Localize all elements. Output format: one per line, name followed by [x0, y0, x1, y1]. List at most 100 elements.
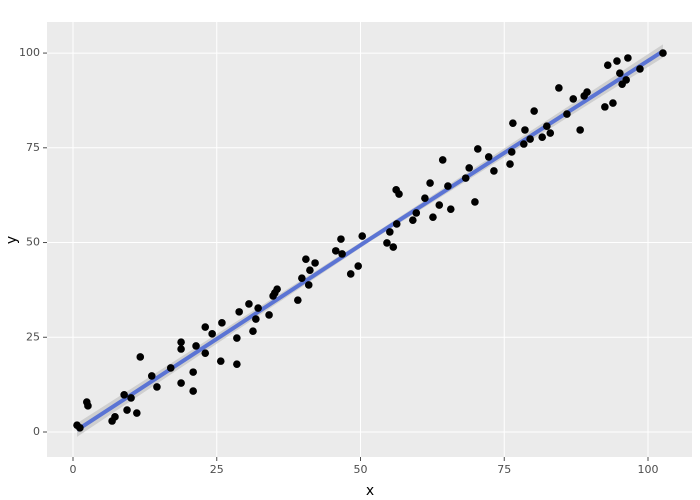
- point: [76, 424, 84, 432]
- point: [563, 110, 571, 118]
- point: [192, 342, 200, 350]
- point: [636, 65, 644, 73]
- x-tick-label: 100: [638, 463, 659, 476]
- y-tick-label: 50: [26, 236, 40, 249]
- point: [412, 209, 421, 217]
- point: [136, 353, 145, 361]
- point: [526, 135, 534, 143]
- point: [331, 247, 340, 255]
- point: [461, 174, 470, 182]
- point: [429, 213, 437, 221]
- point: [613, 57, 621, 65]
- point: [520, 140, 528, 148]
- point: [426, 179, 434, 187]
- point: [120, 391, 128, 399]
- point: [383, 239, 391, 247]
- point: [177, 345, 185, 353]
- point: [123, 406, 131, 414]
- point: [601, 103, 609, 111]
- point: [484, 153, 493, 161]
- point: [201, 349, 210, 357]
- point: [603, 61, 612, 69]
- point: [298, 274, 306, 282]
- point: [233, 360, 241, 368]
- point: [133, 409, 141, 417]
- point: [386, 228, 394, 236]
- point: [189, 387, 197, 395]
- point: [624, 54, 632, 62]
- y-tick-label: 0: [33, 425, 40, 438]
- point: [395, 190, 403, 198]
- point: [216, 357, 225, 365]
- point: [235, 308, 243, 316]
- point: [543, 122, 551, 131]
- point: [252, 315, 260, 323]
- point: [609, 99, 617, 107]
- point: [616, 69, 624, 77]
- point: [245, 300, 253, 308]
- point: [265, 311, 273, 319]
- point: [153, 383, 161, 391]
- point: [166, 364, 175, 372]
- point: [189, 368, 197, 376]
- point: [306, 266, 314, 274]
- point: [538, 133, 547, 141]
- point: [346, 270, 355, 278]
- point: [354, 262, 363, 270]
- point: [659, 49, 667, 57]
- point: [201, 323, 210, 331]
- point: [338, 250, 346, 258]
- y-axis-title: y: [4, 236, 20, 244]
- point: [446, 205, 455, 213]
- point: [337, 235, 345, 243]
- point: [311, 259, 319, 267]
- point: [521, 126, 529, 134]
- point: [421, 194, 429, 202]
- point: [555, 84, 563, 92]
- x-tick-label: 0: [69, 463, 76, 476]
- x-tick-label: 25: [210, 463, 224, 476]
- point: [249, 327, 257, 335]
- point: [218, 319, 226, 327]
- point: [84, 402, 92, 410]
- x-tick-label: 50: [354, 463, 368, 476]
- point: [471, 198, 479, 206]
- x-tick-label: 75: [497, 463, 511, 476]
- point: [177, 379, 185, 387]
- point: [358, 232, 367, 240]
- point: [147, 372, 156, 380]
- point: [507, 148, 516, 156]
- point: [576, 126, 584, 134]
- point: [392, 220, 401, 228]
- point: [127, 394, 135, 402]
- point: [509, 119, 517, 127]
- point: [233, 334, 241, 342]
- point: [177, 338, 185, 346]
- y-tick-label: 100: [19, 46, 40, 59]
- point: [465, 164, 473, 172]
- point: [302, 255, 310, 264]
- point: [506, 160, 514, 168]
- y-tick-label: 75: [26, 141, 40, 154]
- y-tick-label: 25: [26, 330, 40, 343]
- point: [294, 296, 302, 304]
- point: [546, 129, 555, 137]
- point: [435, 201, 444, 209]
- point: [389, 243, 398, 251]
- point: [111, 413, 119, 421]
- point: [273, 285, 281, 293]
- point: [490, 167, 498, 175]
- point: [409, 216, 417, 224]
- point: [208, 330, 216, 338]
- point: [530, 107, 538, 115]
- point: [444, 182, 452, 190]
- point: [438, 156, 447, 164]
- point: [583, 88, 591, 96]
- point: [474, 145, 482, 153]
- x-axis-title: x: [366, 483, 374, 499]
- point: [622, 76, 630, 84]
- point: [254, 304, 262, 312]
- point: [569, 95, 578, 103]
- point: [304, 281, 313, 289]
